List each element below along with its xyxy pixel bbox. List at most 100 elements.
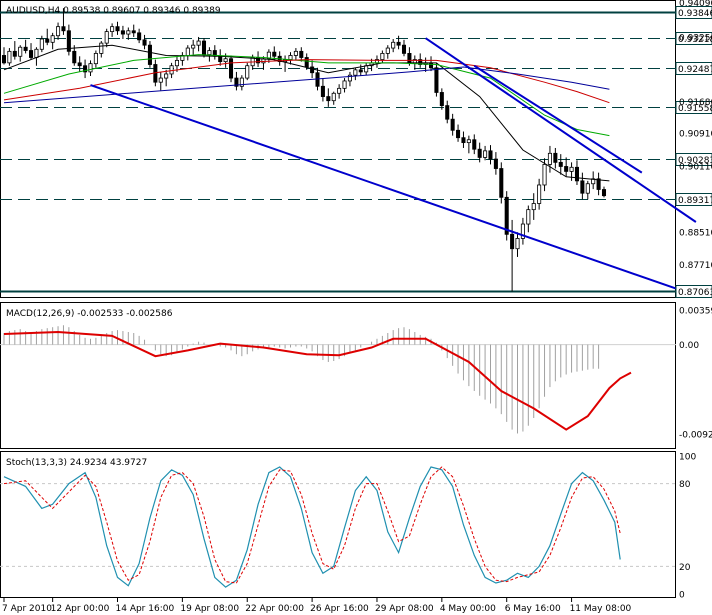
bear-candle	[147, 44, 152, 65]
bull-candle	[34, 48, 39, 58]
main-pane-header: AUDUSD,H4 0.89538 0.89607 0.89346 0.8938…	[6, 6, 221, 16]
bear-candle	[456, 129, 461, 139]
moving-averages	[3, 44, 610, 182]
bull-candle	[191, 44, 196, 49]
time-tick-label: 29 Apr 08:00	[375, 604, 434, 614]
bear-candle	[61, 26, 66, 32]
bull-candle	[239, 77, 244, 87]
trendline	[473, 64, 643, 174]
macd-tick-label: -0.00926	[679, 431, 712, 441]
bear-candle	[131, 30, 136, 34]
bull-candle	[364, 65, 369, 73]
stoch-header: Stoch(13,3,3) 24.9234 43.9727	[6, 458, 147, 468]
macd-tick-label: 0.00	[679, 341, 699, 351]
moving-average-line	[3, 66, 610, 104]
time-tick-label: 22 Apr 00:00	[245, 604, 304, 614]
bull-candle	[537, 184, 542, 204]
level-label-box	[675, 101, 712, 114]
bear-candle	[445, 105, 450, 120]
bull-candle	[174, 59, 179, 67]
macd-pane	[0, 302, 676, 449]
price-axis: 0.93846 0.93218 0.92487 0.91558 0.90283 0.893…	[675, 0, 712, 298]
bull-candle	[266, 51, 271, 60]
level-label-box	[675, 153, 712, 166]
trendline	[90, 84, 681, 291]
bear-candle	[83, 65, 88, 73]
level-label-box	[675, 6, 712, 19]
bull-candle	[585, 183, 590, 194]
moving-average-line	[3, 44, 610, 182]
stoch-main-line	[3, 466, 621, 588]
bear-candle	[401, 44, 407, 54]
bull-candle	[380, 52, 385, 60]
stoch-signal-line	[3, 466, 621, 584]
bear-candle	[596, 178, 601, 190]
bull-candle	[56, 26, 61, 37]
bear-candle	[510, 233, 515, 250]
level-label-box	[675, 285, 712, 298]
bear-candle	[493, 158, 498, 169]
time-tick-label: 26 Apr 16:00	[310, 604, 369, 614]
macd-indicator: 0.00359 0.00 -0.00926	[0, 306, 712, 441]
bull-candle	[331, 92, 336, 102]
bear-candle	[315, 72, 320, 87]
bear-candle	[564, 166, 569, 172]
bear-candle	[326, 96, 331, 102]
main-pane	[0, 0, 676, 298]
time-tick-label: 11 May 08:00	[570, 604, 632, 614]
bear-candle	[553, 152, 558, 163]
bear-candle	[320, 85, 325, 97]
bull-candle	[547, 152, 552, 165]
bear-candle	[45, 38, 50, 43]
bear-candle	[66, 30, 71, 52]
bull-candle	[223, 58, 228, 63]
stoch-tick-label: 100	[679, 453, 696, 463]
bull-candle	[542, 164, 547, 186]
macd-signal-line	[3, 330, 632, 431]
macd-header: MACD(12,26,9) -0.002533 -0.002586	[6, 309, 173, 319]
bear-candle	[477, 148, 482, 158]
bull-candle	[520, 223, 525, 239]
bull-candle	[347, 74, 352, 82]
bull-candle	[591, 178, 596, 185]
level-label-box	[675, 32, 712, 45]
bear-candle	[418, 59, 423, 65]
bear-candle	[310, 66, 315, 74]
level-label-box	[675, 193, 712, 206]
bull-candle	[342, 80, 347, 89]
bear-candle	[77, 62, 82, 67]
time-tick-label: 12 Apr 00:00	[51, 604, 110, 614]
price-tick-label: 0.87710	[679, 261, 712, 271]
bear-candle	[396, 41, 401, 46]
bull-candle	[385, 47, 390, 54]
macd-tick-label: 0.00359	[679, 306, 712, 316]
bear-candle	[472, 139, 477, 150]
bull-candle	[531, 203, 536, 211]
bull-candle	[466, 139, 471, 144]
bear-candle	[29, 50, 34, 58]
bear-candle	[12, 50, 17, 57]
bear-candle	[229, 58, 234, 79]
bear-candle	[120, 30, 125, 35]
bull-candle	[104, 31, 109, 44]
moving-average-line	[3, 54, 610, 137]
bull-candle	[337, 87, 342, 94]
trendlines	[90, 37, 697, 291]
bear-candle	[429, 62, 434, 69]
bull-candle	[88, 63, 93, 73]
bear-candle	[23, 46, 28, 51]
time-tick-label: 4 May 00:00	[440, 604, 496, 614]
bear-candle	[434, 67, 439, 93]
time-tick-label: 7 Apr 2010	[2, 604, 52, 614]
bear-candle	[115, 26, 120, 32]
bull-candle	[93, 52, 98, 65]
bear-candle	[142, 39, 147, 46]
time-tick-label: 14 Apr 16:00	[116, 604, 175, 614]
stoch-tick-label: 80	[679, 480, 691, 490]
bear-candle	[450, 118, 455, 131]
